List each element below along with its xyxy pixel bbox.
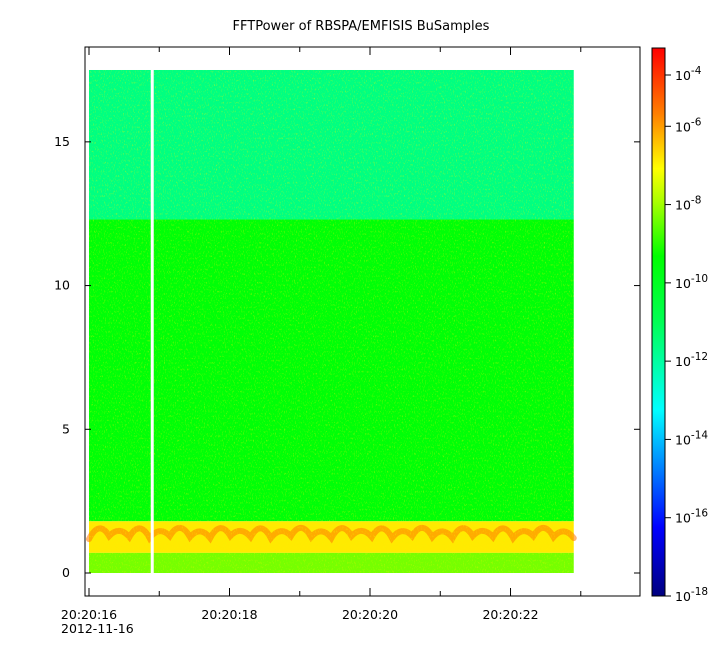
plot-area	[84, 46, 641, 597]
colorbar-label: 10-16	[675, 508, 708, 526]
colorbar-ticks: 10-4 10-6 10-8 10-10 10-12 10-14 10-16 10-18	[665, 65, 708, 604]
colorbar-label: 10-14	[675, 429, 708, 447]
x-date-label: 2012-11-16	[61, 621, 134, 636]
chart-title: FFTPower of RBSPA/EMFISIS BuSamples	[233, 19, 490, 34]
spectrogram-noise	[89, 69, 574, 574]
colorbar: 10-4 10-6 10-8 10-10 10-12 10-14 10-16 10-18	[651, 47, 708, 604]
colorbar-label: 10-4	[675, 65, 702, 83]
colorbar-label: 10-12	[675, 351, 708, 369]
colorbar-label: 10-8	[675, 195, 701, 213]
x-tick-label: 20:20:20	[342, 607, 398, 622]
y-tick-label: 0	[62, 565, 70, 580]
data-gap	[150, 69, 154, 574]
colorbar-gradient	[651, 47, 666, 597]
x-tick-label: 20:20:16	[61, 607, 117, 622]
x-axis: 20:20:16 20:20:18 20:20:20 20:20:22	[61, 47, 582, 622]
colorbar-label: 10-10	[675, 273, 708, 291]
x-tick-label: 20:20:22	[482, 607, 538, 622]
colorbar-label: 10-6	[675, 116, 702, 134]
colorbar-label: 10-18	[675, 586, 708, 604]
y-axis: 0 5 10 15	[54, 134, 640, 580]
x-tick-label: 20:20:18	[201, 607, 257, 622]
y-tick-label: 10	[54, 278, 70, 293]
y-tick-label: 15	[54, 134, 70, 149]
y-tick-label: 5	[62, 421, 70, 436]
